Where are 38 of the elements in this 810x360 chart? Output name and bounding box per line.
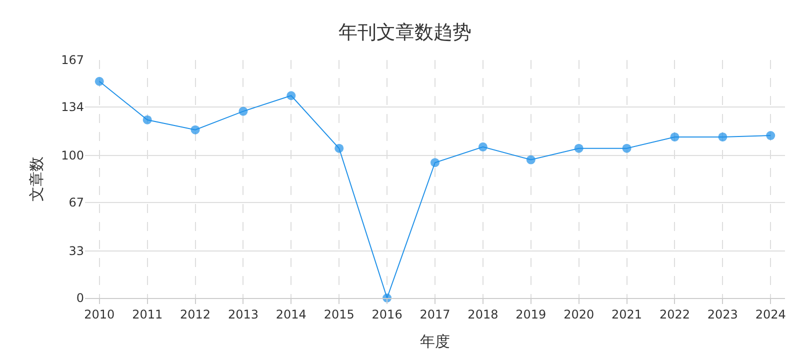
x-tick-label: 2022 [659, 307, 690, 322]
point [238, 106, 248, 116]
y-tick-label: 67 [68, 196, 84, 210]
point [334, 144, 344, 153]
x-tick-label: 2024 [755, 307, 786, 322]
y-tick-label: 33 [68, 244, 84, 258]
x-tick-label: 2019 [516, 307, 546, 322]
x-tick-label: 2021 [612, 307, 642, 322]
x-axis-title: 年度 [420, 332, 450, 350]
y-tick-label: 0 [76, 291, 84, 306]
point [574, 144, 584, 153]
x-tick-label: 2010 [84, 307, 115, 322]
x-tick-label: 2017 [420, 307, 450, 322]
y-tick-label: 134 [61, 100, 84, 114]
x-tick-label: 2016 [372, 307, 402, 322]
x-tick-label: 2012 [180, 307, 211, 322]
point [766, 131, 776, 140]
x-tick-label: 2020 [564, 307, 594, 322]
point [142, 115, 152, 124]
x-tick-label: 2018 [468, 307, 498, 322]
chart-title: 年刊文章数趋势 [338, 22, 472, 44]
x-tick-label: 2011 [132, 307, 163, 322]
x-tick-label: 2023 [707, 307, 738, 322]
point [94, 76, 104, 86]
point [622, 144, 632, 153]
y-axis-title: 文章数 [27, 156, 46, 202]
point [526, 155, 536, 164]
y-tick-label: 167 [61, 53, 84, 68]
point [478, 142, 488, 152]
y-tick-label: 100 [61, 148, 84, 163]
point [430, 158, 440, 168]
point [670, 132, 680, 142]
point [190, 125, 200, 134]
point [286, 91, 296, 100]
point [718, 132, 728, 142]
x-tick-label: 2013 [228, 307, 258, 322]
x-tick-label: 2014 [276, 307, 306, 322]
x-tick-label: 2015 [324, 307, 354, 322]
